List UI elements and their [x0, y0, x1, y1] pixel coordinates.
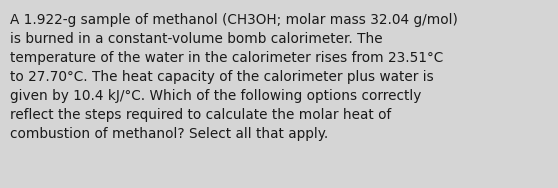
- Text: A 1.922-g sample of methanol (CH3OH; molar mass 32.04 g/mol)
is burned in a cons: A 1.922-g sample of methanol (CH3OH; mol…: [10, 13, 458, 141]
